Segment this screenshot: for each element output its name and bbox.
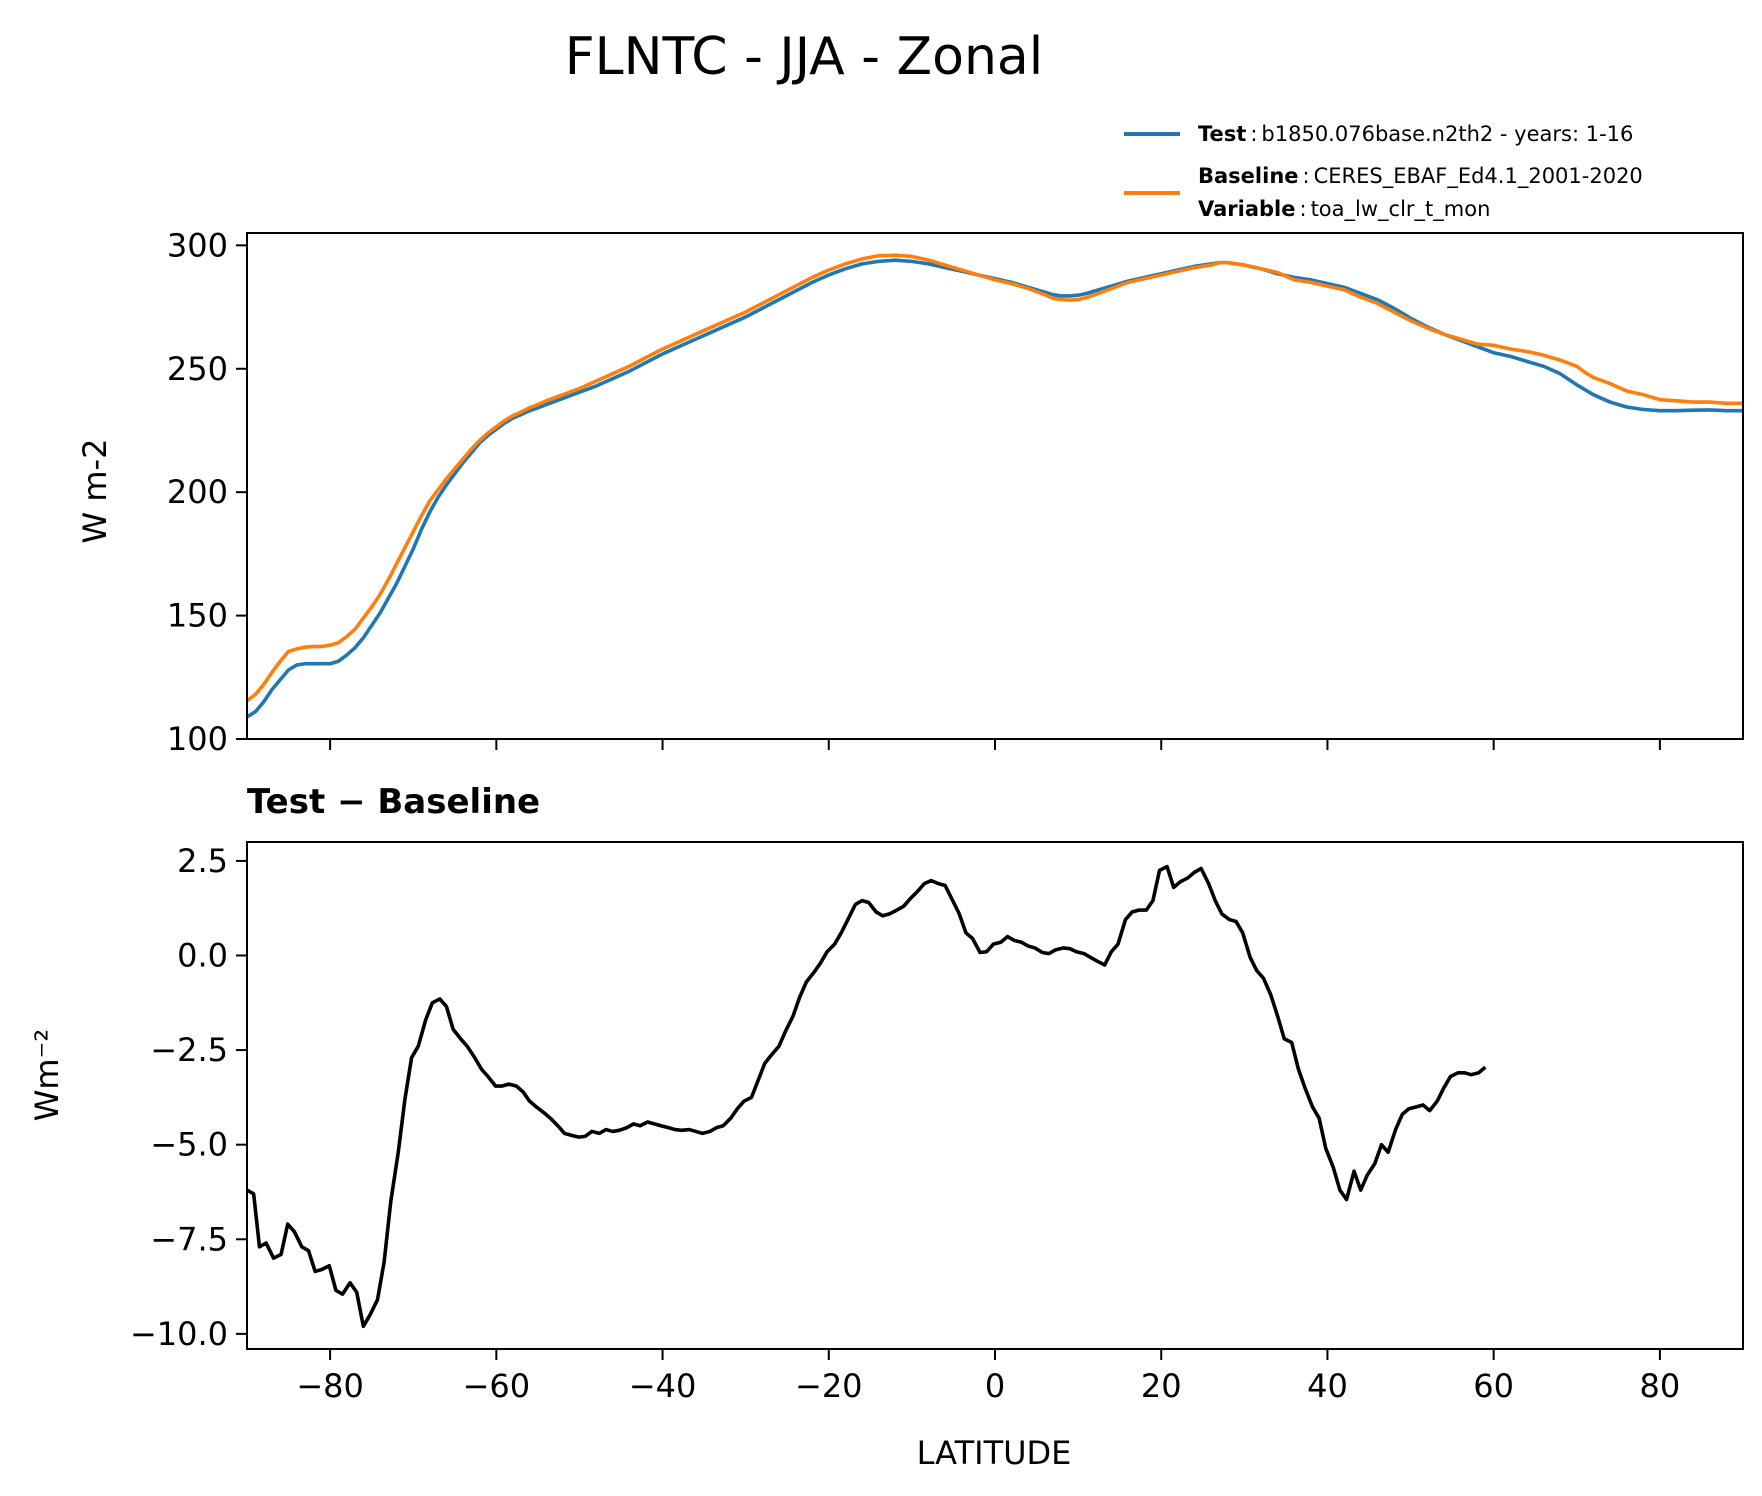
y-tick-label: 0.0 bbox=[177, 937, 228, 975]
legend-test-separator: : bbox=[1250, 122, 1257, 146]
x-tick-label: −80 bbox=[296, 1367, 364, 1405]
bottom-y-axis-label: Wm⁻² bbox=[28, 1029, 66, 1122]
y-tick-label: 150 bbox=[167, 597, 228, 635]
legend-baseline-separator: : bbox=[1303, 164, 1310, 188]
top-y-axis-label: W m-2 bbox=[76, 439, 114, 544]
top-panel: 100 150 200 250 300 bbox=[167, 226, 1744, 758]
svg-text:Variable:toa_lw_clr_t_mon: Variable: toa_lw_clr_t_mon bbox=[1198, 197, 1490, 222]
legend: Test: b1850.076base.n2th2 - years: 1-16 B… bbox=[1124, 122, 1643, 222]
legend-variable-key: Variable bbox=[1198, 197, 1295, 221]
y-tick-label: 100 bbox=[167, 720, 228, 758]
x-tick-label: −40 bbox=[629, 1367, 697, 1405]
x-tick-label: −60 bbox=[463, 1367, 531, 1405]
y-tick-label: −2.5 bbox=[150, 1031, 228, 1069]
legend-test-key: Test bbox=[1198, 122, 1246, 146]
x-tick-label: 40 bbox=[1307, 1367, 1348, 1405]
y-tick-label: −5.0 bbox=[150, 1126, 228, 1164]
svg-text:Test:b1850.076base.n2th2 - yea: Test: b1850.076base.n2th2 - years: 1-16 bbox=[1198, 122, 1633, 146]
legend-baseline-key: Baseline bbox=[1198, 164, 1299, 188]
x-tick-label: 60 bbox=[1473, 1367, 1514, 1405]
bottom-panel-title: Test − Baseline bbox=[247, 782, 540, 822]
legend-variable-separator: : bbox=[1299, 197, 1306, 221]
plot-frame bbox=[246, 841, 1744, 1350]
x-tick-label: 0 bbox=[985, 1367, 1005, 1405]
series-line-baseline bbox=[247, 253, 1743, 703]
y-tick-label: 250 bbox=[167, 350, 228, 388]
legend-baseline-value: CERES_EBAF_Ed4.1_2001-2020 bbox=[1314, 164, 1643, 189]
svg-text:Baseline:CERES_EBAF_Ed4.1_2001: Baseline: CERES_EBAF_Ed4.1_2001-2020 bbox=[1198, 164, 1643, 189]
x-tick-label: 20 bbox=[1141, 1367, 1182, 1405]
y-tick-label: 300 bbox=[167, 226, 228, 264]
plot-frame bbox=[246, 232, 1744, 740]
legend-variable-value: toa_lw_clr_t_mon bbox=[1311, 197, 1491, 222]
y-tick-label: −7.5 bbox=[150, 1220, 228, 1258]
figure-title: FLNTC - JJA - Zonal bbox=[565, 27, 1044, 87]
legend-test-value: b1850.076base.n2th2 - years: 1-16 bbox=[1261, 122, 1633, 146]
y-tick-label: 2.5 bbox=[177, 842, 228, 880]
series-line-bottom-0 bbox=[247, 864, 1487, 1329]
x-tick-label: −20 bbox=[795, 1367, 863, 1405]
series-line-test bbox=[247, 258, 1743, 719]
y-tick-label: −10.0 bbox=[130, 1315, 228, 1353]
x-axis-label: LATITUDE bbox=[917, 1434, 1072, 1472]
bottom-panel: −80 −60 −40 −20 0 20 40 60 80 −10.0 −7.5 −5.0 −2.5 0.… bbox=[130, 841, 1744, 1405]
x-tick-label: 80 bbox=[1640, 1367, 1681, 1405]
y-tick-label: 200 bbox=[167, 473, 228, 511]
